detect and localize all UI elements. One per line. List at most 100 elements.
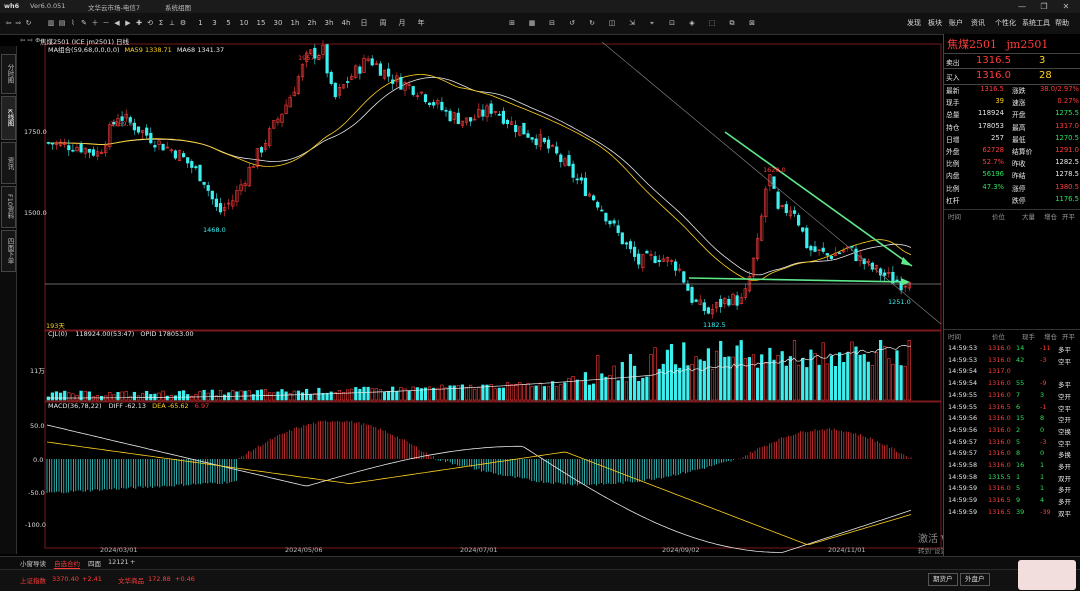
rail-tab-2[interactable]: 资讯 xyxy=(1,142,16,184)
foreign-account-button[interactable]: 外盘户 xyxy=(960,573,990,586)
toolbar-tool-icon-5[interactable]: － xyxy=(102,19,110,27)
toolbar-tool-icon-4[interactable]: ＋ xyxy=(91,19,99,27)
toolbar-tool-icon-8[interactable]: ✚ xyxy=(136,19,142,27)
menu-1[interactable]: 板块 xyxy=(928,19,942,27)
period-1[interactable]: 3 xyxy=(212,19,217,27)
quote-l-7: 内盘 xyxy=(946,172,960,181)
menu-6[interactable]: 帮助 xyxy=(1055,19,1069,27)
volume-bar xyxy=(497,387,501,401)
toolbar-tool-icon-7[interactable]: ▶ xyxy=(125,19,131,27)
toolbar-layout-icon-2[interactable]: ⊟ xyxy=(549,19,555,27)
volume-bar xyxy=(546,386,551,401)
tick-cell-3: 0 xyxy=(1040,425,1045,434)
kline-candle xyxy=(616,225,620,233)
kline-candle xyxy=(95,151,100,157)
toolbar-layout-icon-1[interactable]: ▦ xyxy=(528,19,536,27)
period-10[interactable]: 日 xyxy=(360,19,368,27)
menu-0[interactable]: 发现 xyxy=(907,19,921,27)
futures-account-button[interactable]: 期货户 xyxy=(928,573,958,586)
toolbar-layout-icon-5[interactable]: ◫ xyxy=(608,19,616,27)
volume-bar xyxy=(604,376,608,401)
rail-tab-0[interactable]: 分时图 xyxy=(1,54,16,94)
toolbar-tool-icon-0[interactable]: ▥ xyxy=(47,19,55,27)
toolbar-nav-icon-0[interactable]: ⇦ xyxy=(5,19,12,27)
toolbar-layout-icon-9[interactable]: ◈ xyxy=(689,19,695,27)
toolbar-layout-icon-12[interactable]: ⊠ xyxy=(749,19,755,27)
kline-candle xyxy=(682,271,686,283)
toolbar-layout-icon-6[interactable]: ⇲ xyxy=(629,19,635,27)
volume-bar xyxy=(366,386,370,401)
volume-bar xyxy=(751,354,756,401)
kline-candle xyxy=(128,117,132,123)
menu-3[interactable]: 资讯 xyxy=(971,19,985,27)
kline-candle xyxy=(468,117,473,122)
tick-cell-2: 5 xyxy=(1016,484,1021,493)
volume-bar xyxy=(145,390,149,401)
kline-candle xyxy=(690,287,694,303)
toolbar-nav-icon-2[interactable]: ↻ xyxy=(25,19,32,27)
toolbar-layout-icon-10[interactable]: ⬚ xyxy=(708,19,716,27)
period-2[interactable]: 5 xyxy=(226,19,231,27)
kline-candle xyxy=(780,204,784,208)
bottom-tab-3[interactable]: 12121 xyxy=(108,558,129,566)
bottom-tab-2[interactable]: 四面 xyxy=(88,560,101,568)
period-8[interactable]: 3h xyxy=(324,19,334,27)
period-5[interactable]: 30 xyxy=(273,19,283,27)
bottom-tab-0[interactable]: 小窗导读 xyxy=(20,560,46,568)
tick-cell-0: 14:59:54 xyxy=(948,379,978,388)
restore-icon[interactable]: ❐ xyxy=(1040,2,1048,11)
rail-tab-3[interactable]: F10资料 xyxy=(1,186,16,228)
buy-row[interactable]: 买入 1316.0 28 xyxy=(944,68,1080,85)
toolbar-layout-icon-0[interactable]: ⊞ xyxy=(509,19,515,27)
kline-candle xyxy=(509,121,514,125)
menu-2[interactable]: 账户 xyxy=(949,19,963,27)
toolbar-tool-icon-2[interactable]: ⌇ xyxy=(71,19,75,27)
minimize-icon[interactable]: — xyxy=(1018,2,1026,11)
period-6[interactable]: 1h xyxy=(290,19,300,27)
toolbar-tool-icon-12[interactable]: ⚙ xyxy=(179,19,187,27)
toolbar-nav-icon-1[interactable]: ⇨ xyxy=(15,19,22,27)
toolbar-tool-icon-3[interactable]: ✎ xyxy=(81,19,87,27)
toolbar-layout-icon-4[interactable]: ↻ xyxy=(589,19,595,27)
tick-cell-1: 1316.0 xyxy=(988,484,1011,493)
toolbar-layout-icon-3[interactable]: ↺ xyxy=(569,19,575,27)
rail-tab-4[interactable]: 四面下单 xyxy=(1,230,16,272)
period-13[interactable]: 年 xyxy=(417,19,425,27)
bottom-tab-1[interactable]: 自选合约 xyxy=(54,560,80,569)
rail-tab-1[interactable]: K线图 xyxy=(1,96,16,140)
volume-opid: OPID 178053.00 xyxy=(140,330,194,338)
toolbar-layout-icon-8[interactable]: ⊡ xyxy=(669,19,675,27)
toolbar-tool-icon-9[interactable]: ⟲ xyxy=(147,19,153,27)
kline-chart[interactable] xyxy=(17,34,942,556)
period-4[interactable]: 15 xyxy=(256,19,266,27)
nav-icons[interactable]: ⇦ ⇨ ⊕ xyxy=(20,36,41,44)
period-11[interactable]: 周 xyxy=(379,19,387,27)
toolbar-layout-icon-11[interactable]: ⧉ xyxy=(729,19,735,27)
volume-bar xyxy=(575,379,579,401)
kline-candle xyxy=(141,130,145,133)
toolbar-tool-icon-11[interactable]: ⟂ xyxy=(169,19,175,27)
volume-bar xyxy=(735,345,739,401)
period-3[interactable]: 10 xyxy=(239,19,249,27)
period-9[interactable]: 4h xyxy=(341,19,351,27)
bottom-tab-4[interactable]: + xyxy=(130,558,136,566)
toolbar-tool-icon-10[interactable]: Σ xyxy=(158,19,164,27)
volume-bar xyxy=(177,391,182,401)
period-12[interactable]: 月 xyxy=(398,19,406,27)
period-0[interactable]: 1 xyxy=(198,19,203,27)
period-7[interactable]: 2h xyxy=(307,19,317,27)
toolbar-tool-icon-6[interactable]: ◀ xyxy=(114,19,120,27)
sell-row[interactable]: 卖出 1316.5 3 xyxy=(944,53,1080,69)
kline-candle xyxy=(587,193,592,197)
quote-lv-8: 47.3% xyxy=(982,182,1004,191)
close-icon[interactable]: ✕ xyxy=(1062,2,1070,11)
toolbar-layout-icon-7[interactable]: ⌖ xyxy=(650,19,654,27)
toolbar-tool-icon-1[interactable]: ▤ xyxy=(58,19,66,27)
window-menu-layout[interactable]: 系统组图 xyxy=(165,4,191,12)
volume-bar xyxy=(276,391,280,401)
kline-candle xyxy=(497,114,501,116)
menu-4[interactable]: 个性化 xyxy=(995,19,1016,27)
tick-cell-0: 14:59:56 xyxy=(948,414,978,423)
menu-5[interactable]: 系统工具 xyxy=(1022,19,1050,27)
volume-bar xyxy=(731,356,735,401)
